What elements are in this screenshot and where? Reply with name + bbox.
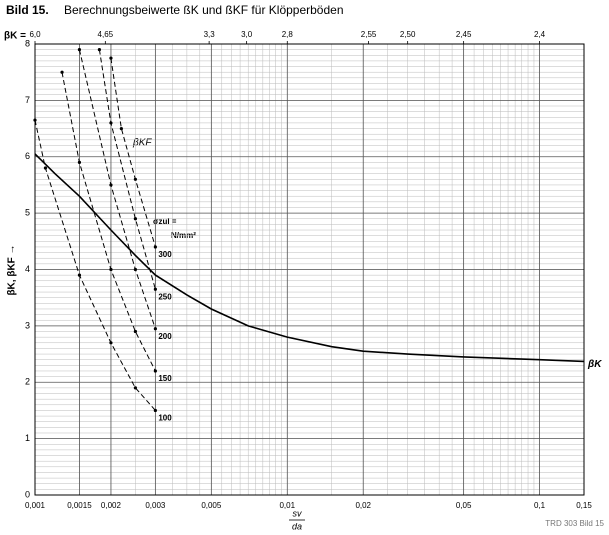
point xyxy=(133,267,137,272)
x-tick-label: 0,003 xyxy=(145,501,166,510)
annotation: σzul = xyxy=(153,217,177,226)
point xyxy=(77,48,82,52)
top-tick-label: 2,50 xyxy=(400,30,416,39)
top-axis-label: βK = xyxy=(4,31,26,42)
x-tick-label: 0,0015 xyxy=(67,501,92,510)
point xyxy=(109,267,113,272)
y-tick-label: 0 xyxy=(25,489,30,499)
top-tick-label: 2,45 xyxy=(456,30,472,39)
point xyxy=(33,118,37,122)
plot-frame xyxy=(34,43,585,496)
top-tick-label: 3,0 xyxy=(241,30,253,39)
x-label-denominator: da xyxy=(292,521,302,531)
series-label: 300 xyxy=(158,250,172,259)
top-tick-label: 4,65 xyxy=(98,30,114,39)
point xyxy=(109,56,113,60)
top-tick-label: 3,3 xyxy=(204,30,216,39)
point xyxy=(153,245,157,249)
top-tick-label: 6,0 xyxy=(29,30,41,39)
point xyxy=(77,160,82,164)
point xyxy=(153,369,157,373)
x-tick-label: 0,02 xyxy=(355,501,371,510)
y-tick-label: 7 xyxy=(25,95,30,105)
point xyxy=(77,273,82,277)
point xyxy=(133,386,137,390)
y-tick-label: 4 xyxy=(25,264,30,274)
point xyxy=(109,183,113,187)
annotation: βKF xyxy=(132,138,152,149)
point xyxy=(153,287,157,291)
x-tick-label: 0,005 xyxy=(201,501,222,510)
y-tick-label: 8 xyxy=(25,38,30,48)
chart-title: Berechnungsbeiwerte ßK und ßKF für Klöpp… xyxy=(64,3,344,17)
curve xyxy=(78,49,156,329)
x-tick-label: 0,15 xyxy=(576,501,592,510)
y-axis-label: βK, βKF → xyxy=(7,244,18,295)
y-tick-label: 3 xyxy=(25,320,30,330)
x-label-numerator: sv xyxy=(293,508,303,518)
x-tick-label: 0,002 xyxy=(101,501,122,510)
figure-number: Bild 15. xyxy=(6,3,49,17)
point xyxy=(133,217,137,221)
x-tick-label: 0,1 xyxy=(534,501,546,510)
point xyxy=(109,121,113,125)
series-label: 150 xyxy=(158,374,172,383)
series-label: 200 xyxy=(158,332,172,341)
point xyxy=(133,329,137,334)
series-label: 100 xyxy=(158,414,172,423)
curve xyxy=(34,153,585,363)
y-tick-label: 6 xyxy=(25,151,30,161)
series-label: 250 xyxy=(158,292,172,301)
curve xyxy=(34,119,156,411)
footer: TRD 303 Bild 15 xyxy=(545,519,604,528)
point xyxy=(109,341,113,345)
x-tick-label: 0,01 xyxy=(279,501,295,510)
x-tick-label: 0,05 xyxy=(456,501,472,510)
point xyxy=(43,166,48,170)
point xyxy=(60,70,64,74)
point xyxy=(97,48,102,52)
top-tick-label: 2,4 xyxy=(534,30,546,39)
top-tick-label: 2,8 xyxy=(282,30,294,39)
curve xyxy=(110,58,156,248)
x-tick-label: 0,001 xyxy=(25,501,46,510)
y-tick-label: 1 xyxy=(25,433,30,443)
series-label: βK xyxy=(587,359,602,370)
point xyxy=(119,126,123,131)
point xyxy=(153,327,157,331)
y-tick-label: 2 xyxy=(25,377,30,387)
y-tick-label: 5 xyxy=(25,208,30,218)
curve xyxy=(98,49,156,290)
top-tick-label: 2,55 xyxy=(361,30,377,39)
point xyxy=(133,177,137,181)
point xyxy=(153,408,157,413)
